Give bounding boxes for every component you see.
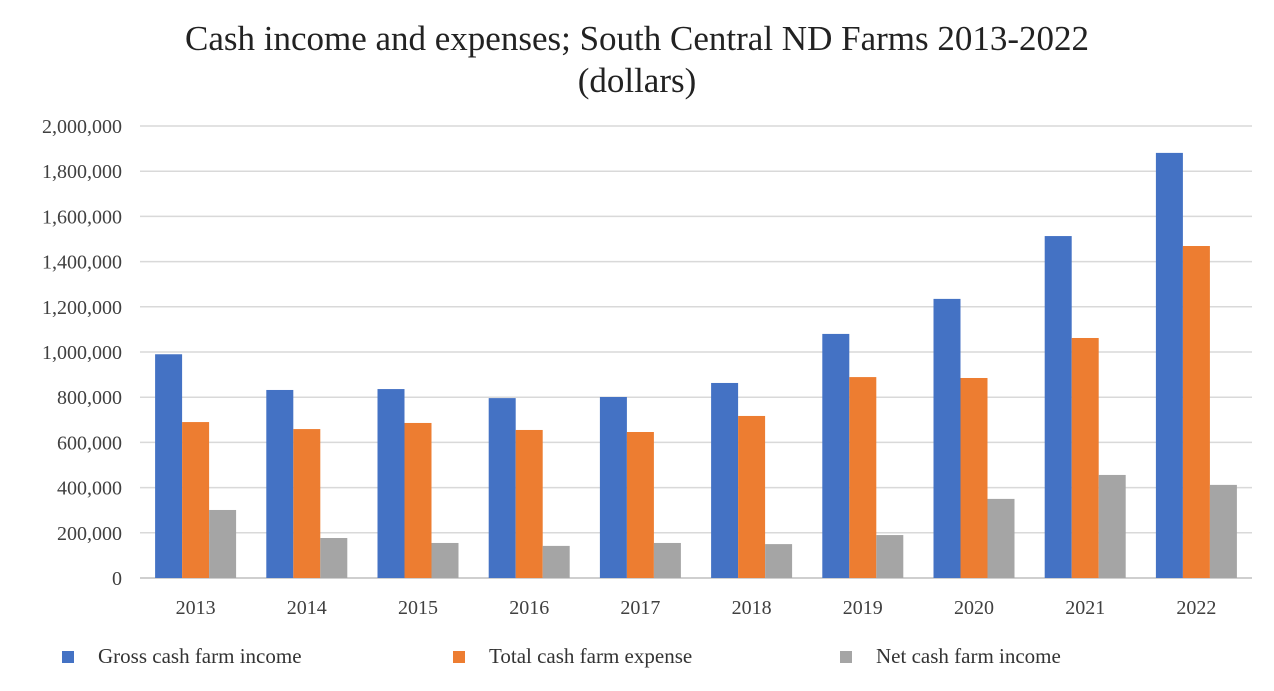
bar-net-cash-farm-income-2022	[1209, 484, 1237, 578]
bar-gross-cash-farm-income-2014	[266, 389, 294, 578]
bar-total-cash-farm-expense-2017	[626, 432, 654, 578]
chart-title-main: Cash income and expenses; South Central …	[184, 19, 1090, 58]
x-tick-label: 2017	[620, 597, 660, 619]
bar-gross-cash-farm-income-2020	[933, 298, 961, 578]
x-tick-label: 2014	[287, 597, 327, 619]
bar-total-cash-farm-expense-2020	[960, 377, 988, 578]
y-tick-label: 1,000,000	[42, 342, 122, 364]
bar-net-cash-farm-income-2016	[542, 545, 570, 578]
x-tick-label: 2013	[176, 597, 216, 619]
x-tick-label: 2020	[954, 597, 994, 619]
bar-net-cash-farm-income-2019	[876, 535, 904, 578]
bar-gross-cash-farm-income-2013	[155, 354, 183, 578]
bar-gross-cash-farm-income-2022	[1155, 152, 1183, 579]
bar-gross-cash-farm-income-2016	[488, 398, 516, 578]
bar-net-cash-farm-income-2013	[209, 509, 237, 578]
x-tick-label: 2019	[843, 597, 883, 619]
bar-net-cash-farm-income-2015	[431, 542, 459, 578]
legend-swatch-expense	[453, 650, 465, 663]
y-tick-label: 600,000	[57, 432, 122, 454]
x-tick-label: 2016	[509, 597, 549, 619]
y-tick-label: 1,800,000	[42, 161, 122, 183]
bar-net-cash-farm-income-2014	[320, 537, 348, 578]
x-tick-label: 2021	[1065, 597, 1105, 619]
bar-total-cash-farm-expense-2019	[849, 377, 877, 578]
y-tick-label: 800,000	[57, 387, 122, 409]
chart-title: Cash income and expenses; South Central …	[0, 18, 1274, 102]
y-tick-label: 1,600,000	[42, 206, 122, 228]
bar-total-cash-farm-expense-2018	[738, 415, 766, 578]
legend-label-expense: Total cash farm expense	[489, 644, 693, 668]
legend-item-gross: Gross cash farm income	[62, 644, 302, 669]
bar-total-cash-farm-expense-2015	[404, 422, 432, 578]
bar-net-cash-farm-income-2020	[987, 498, 1015, 578]
y-tick-label: 200,000	[57, 523, 122, 545]
bar-net-cash-farm-income-2021	[1098, 474, 1126, 578]
x-tick-label: 2022	[1176, 597, 1216, 619]
x-tick-label: 2018	[732, 597, 772, 619]
bar-net-cash-farm-income-2018	[765, 544, 793, 578]
bar-total-cash-farm-expense-2021	[1071, 337, 1099, 578]
y-tick-label: 1,200,000	[42, 297, 122, 319]
y-tick-label: 1,400,000	[42, 252, 122, 274]
bar-gross-cash-farm-income-2018	[711, 382, 739, 578]
bar-gross-cash-farm-income-2015	[377, 389, 405, 578]
bar-total-cash-farm-expense-2013	[182, 422, 210, 578]
x-tick-label: 2015	[398, 597, 438, 619]
legend-swatch-gross	[62, 650, 74, 663]
bar-net-cash-farm-income-2017	[653, 542, 681, 578]
legend-swatch-net	[840, 650, 852, 663]
bar-gross-cash-farm-income-2017	[599, 396, 627, 578]
bar-gross-cash-farm-income-2021	[1044, 236, 1072, 578]
legend-item-net: Net cash farm income	[840, 644, 1061, 669]
bar-total-cash-farm-expense-2016	[515, 429, 543, 578]
legend-label-gross: Gross cash farm income	[98, 644, 302, 668]
y-tick-label: 400,000	[57, 478, 122, 500]
bar-gross-cash-farm-income-2019	[822, 333, 850, 578]
legend-label-net: Net cash farm income	[876, 644, 1061, 668]
y-tick-label: 0	[112, 568, 122, 590]
y-tick-label: 2,000,000	[42, 116, 122, 138]
legend-item-expense: Total cash farm expense	[453, 644, 692, 669]
chart-subtitle: (dollars)	[577, 61, 697, 100]
bar-total-cash-farm-expense-2014	[293, 429, 321, 578]
bar-total-cash-farm-expense-2022	[1182, 246, 1210, 579]
